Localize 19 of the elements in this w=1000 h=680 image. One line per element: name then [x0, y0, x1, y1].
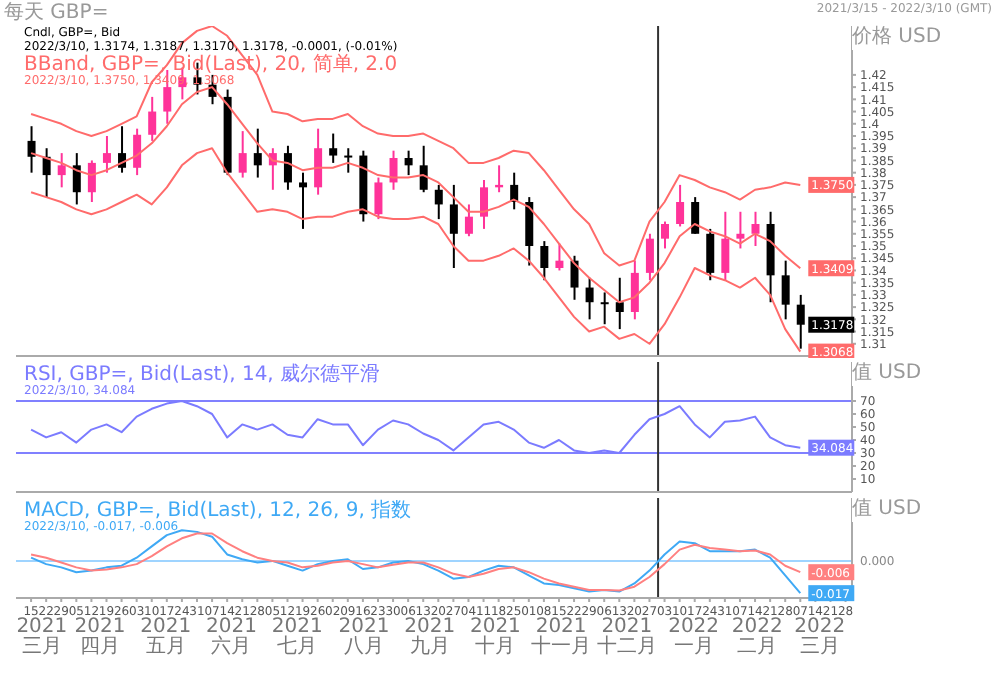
text: 2021 十月 [469, 616, 521, 658]
text: 2021 七月 [271, 616, 323, 658]
chart-title: RSI, GBP=, Bid(Last), 14, 威尔德平滑 [24, 364, 381, 386]
chart-title: MACD, GBP=, Bid(Last), 12, 26, 9, 指数 [24, 500, 412, 522]
text: 2021 十一月 [531, 616, 592, 658]
y-axis-title: 值 USD [852, 494, 1000, 522]
y-axis-title: 价格 USD [852, 22, 1000, 50]
text: 2022 二月 [731, 616, 783, 658]
text: 2021 六月 [206, 616, 257, 658]
text: 2021 三月 [16, 616, 68, 658]
text: 2021 四月 [74, 616, 126, 658]
text: 2021 九月 [404, 616, 456, 658]
text: 2022 一月 [668, 616, 720, 658]
text: 2021 五月 [140, 616, 192, 658]
text: 2021 十二月 [596, 616, 657, 658]
text: 2022 三月 [794, 616, 846, 658]
y-axis-title: 值 USD [852, 358, 1000, 386]
text: 2021 八月 [338, 616, 390, 658]
text: 每天 GBP= [4, 0, 109, 26]
